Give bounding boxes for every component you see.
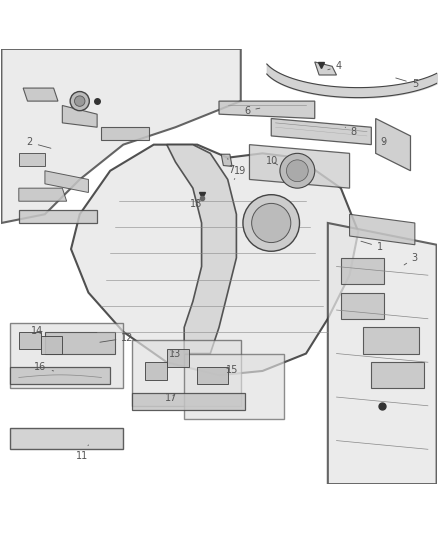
Circle shape <box>252 204 291 243</box>
Polygon shape <box>219 101 315 118</box>
Polygon shape <box>184 353 284 419</box>
Text: 6: 6 <box>244 106 260 116</box>
Polygon shape <box>371 362 424 389</box>
Text: 19: 19 <box>234 166 246 180</box>
Text: 1: 1 <box>361 241 383 252</box>
Polygon shape <box>23 88 58 101</box>
Polygon shape <box>1 49 241 223</box>
Polygon shape <box>10 323 123 389</box>
Polygon shape <box>315 62 336 75</box>
Text: 4: 4 <box>328 61 342 71</box>
Polygon shape <box>376 118 410 171</box>
Polygon shape <box>10 367 110 384</box>
Polygon shape <box>328 223 437 484</box>
Polygon shape <box>145 362 167 379</box>
Polygon shape <box>71 144 358 375</box>
Circle shape <box>243 195 300 251</box>
Polygon shape <box>45 171 88 192</box>
Circle shape <box>70 92 89 111</box>
Polygon shape <box>363 327 419 353</box>
Polygon shape <box>19 154 45 166</box>
Text: 18: 18 <box>190 199 202 209</box>
Text: 5: 5 <box>396 78 418 88</box>
Circle shape <box>74 96 85 107</box>
Text: 2: 2 <box>27 138 51 148</box>
Text: 15: 15 <box>226 365 238 375</box>
Polygon shape <box>102 127 149 140</box>
Polygon shape <box>45 332 115 353</box>
Polygon shape <box>271 118 371 144</box>
Polygon shape <box>132 341 241 406</box>
Polygon shape <box>167 349 188 367</box>
Text: 12: 12 <box>100 333 134 343</box>
Polygon shape <box>19 188 67 201</box>
Polygon shape <box>341 293 385 319</box>
Polygon shape <box>250 144 350 188</box>
Text: 11: 11 <box>76 445 88 461</box>
Text: 16: 16 <box>35 362 53 373</box>
Polygon shape <box>62 106 97 127</box>
Text: 17: 17 <box>165 393 177 403</box>
Polygon shape <box>341 258 385 284</box>
Text: 7: 7 <box>228 158 234 175</box>
Polygon shape <box>197 367 228 384</box>
Polygon shape <box>19 332 41 349</box>
Polygon shape <box>167 144 237 353</box>
Circle shape <box>286 160 308 182</box>
Text: 8: 8 <box>345 126 357 136</box>
Polygon shape <box>221 154 232 166</box>
Polygon shape <box>10 427 123 449</box>
Text: 13: 13 <box>170 350 182 359</box>
Text: 14: 14 <box>31 326 43 336</box>
Text: 10: 10 <box>266 156 278 166</box>
Polygon shape <box>19 210 97 223</box>
Text: 9: 9 <box>381 138 387 148</box>
Polygon shape <box>350 214 415 245</box>
Polygon shape <box>41 336 62 353</box>
Circle shape <box>280 154 315 188</box>
Polygon shape <box>132 393 245 410</box>
Text: 3: 3 <box>404 253 418 265</box>
